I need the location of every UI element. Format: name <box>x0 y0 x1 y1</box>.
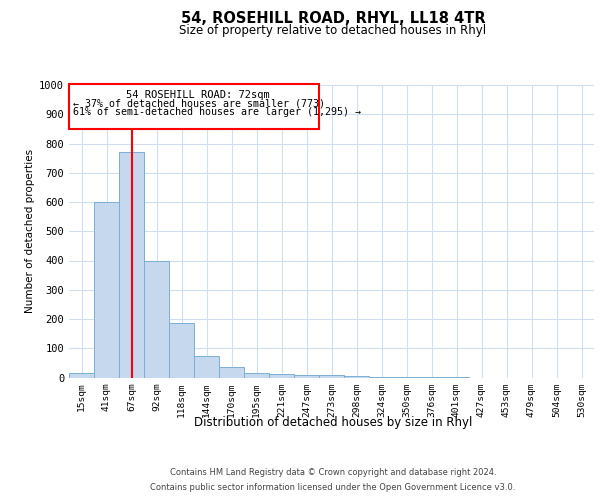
Bar <box>319 374 344 378</box>
Text: 54 ROSEHILL ROAD: 72sqm: 54 ROSEHILL ROAD: 72sqm <box>126 90 269 101</box>
Text: ← 37% of detached houses are smaller (773): ← 37% of detached houses are smaller (77… <box>73 98 325 108</box>
Text: Contains HM Land Registry data © Crown copyright and database right 2024.: Contains HM Land Registry data © Crown c… <box>170 468 496 477</box>
Bar <box>119 152 144 378</box>
Bar <box>219 368 244 378</box>
Y-axis label: Number of detached properties: Number of detached properties <box>25 149 35 314</box>
Text: Distribution of detached houses by size in Rhyl: Distribution of detached houses by size … <box>194 416 472 429</box>
Text: Contains public sector information licensed under the Open Government Licence v3: Contains public sector information licen… <box>151 483 515 492</box>
FancyBboxPatch shape <box>69 84 319 129</box>
Bar <box>169 324 194 378</box>
Bar <box>269 374 294 378</box>
Bar <box>294 374 319 378</box>
Bar <box>194 356 219 378</box>
Bar <box>69 373 94 378</box>
Bar <box>369 377 394 378</box>
Bar <box>244 373 269 378</box>
Text: 61% of semi-detached houses are larger (1,295) →: 61% of semi-detached houses are larger (… <box>73 106 361 117</box>
Bar <box>344 376 369 378</box>
Bar <box>94 202 119 378</box>
Text: 54, ROSEHILL ROAD, RHYL, LL18 4TR: 54, ROSEHILL ROAD, RHYL, LL18 4TR <box>181 11 485 26</box>
Text: Size of property relative to detached houses in Rhyl: Size of property relative to detached ho… <box>179 24 487 37</box>
Bar <box>144 260 169 378</box>
